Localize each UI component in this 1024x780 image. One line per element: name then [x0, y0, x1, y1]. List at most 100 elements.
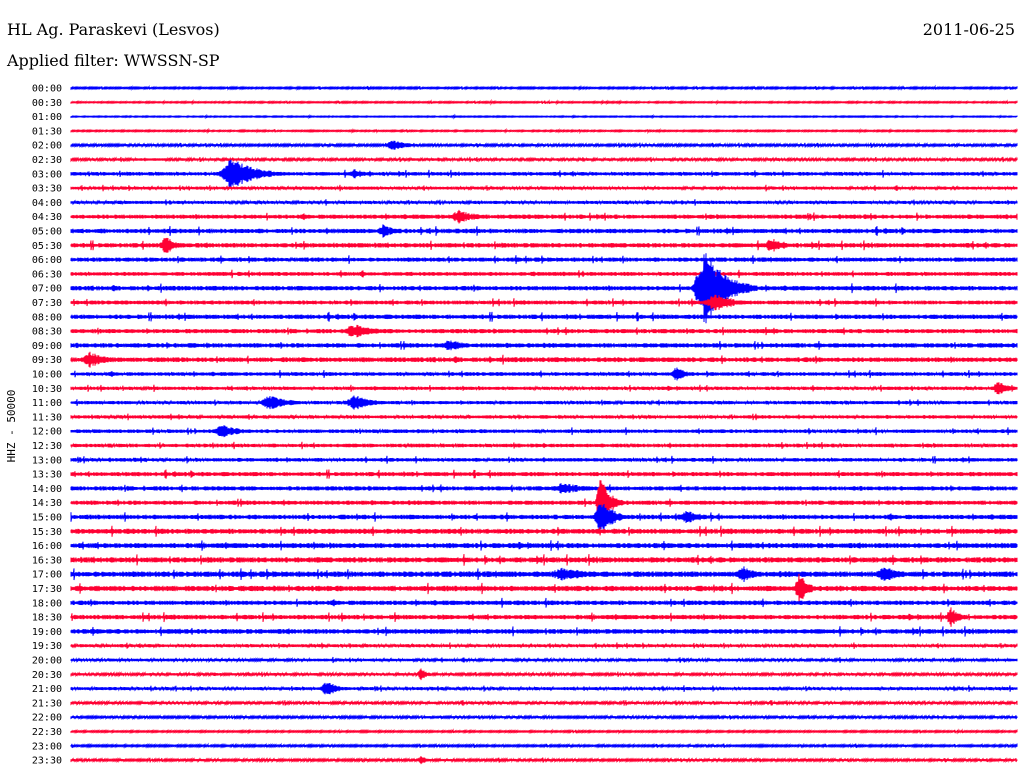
record-date: 2011-06-25	[922, 20, 1015, 39]
trace-row-0500	[70, 224, 1018, 238]
trace-row-0400	[70, 199, 1018, 206]
time-tick-label: 23:30	[32, 756, 62, 767]
time-tick-label: 01:30	[32, 126, 62, 137]
trace-row-1700	[70, 566, 1018, 583]
channel-axis-label: HHZ - 50000	[5, 390, 18, 463]
trace-row-0930	[70, 351, 1018, 368]
trace-row-0230	[70, 156, 1018, 163]
trace-row-1930	[70, 642, 1018, 650]
trace-row-0630	[70, 269, 1018, 279]
trace-row-0200	[70, 140, 1018, 150]
trace-row-1300	[70, 455, 1018, 464]
time-tick-label: 06:30	[32, 269, 62, 280]
time-tick-label: 12:30	[32, 441, 62, 452]
trace-row-0530	[70, 237, 1018, 253]
trace-row-0800	[70, 311, 1018, 322]
trace-row-2300	[70, 742, 1018, 749]
trace-row-0100	[70, 113, 1018, 120]
time-tick-label: 11:30	[32, 412, 62, 423]
time-tick-label: 20:00	[32, 656, 62, 667]
time-tick-label: 15:00	[32, 513, 62, 524]
time-tick-label: 17:30	[32, 584, 62, 595]
trace-row-1500	[70, 503, 1018, 531]
time-tick-label: 13:00	[32, 455, 62, 466]
trace-row-1330	[70, 469, 1018, 479]
time-tick-label: 14:00	[32, 484, 62, 495]
trace-row-0030	[70, 98, 1018, 106]
time-tick-label: 18:30	[32, 613, 62, 624]
time-tick-labels: 00:00 00:30 01:00 01:30 02:00 02:30 03:00 03:30…	[32, 84, 62, 767]
time-tick-label: 09:30	[32, 355, 62, 366]
trace-row-1200	[70, 425, 1018, 438]
time-tick-label: 02:00	[32, 141, 62, 152]
trace-row-0700	[70, 253, 1018, 324]
time-tick-label: 03:00	[32, 169, 62, 180]
trace-row-2130	[70, 699, 1018, 707]
trace-row-1800	[70, 597, 1018, 608]
time-tick-label: 08:30	[32, 327, 62, 338]
time-tick-label: 23:00	[32, 741, 62, 752]
trace-row-2330	[70, 756, 1018, 765]
trace-row-0730	[70, 294, 1018, 311]
time-tick-label: 10:30	[32, 384, 62, 395]
time-tick-label: 20:30	[32, 670, 62, 681]
time-tick-label: 07:00	[32, 284, 62, 295]
time-tick-label: 13:30	[32, 470, 62, 481]
trace-row-1530	[70, 525, 1018, 537]
trace-row-1600	[70, 540, 1018, 551]
trace-row-1430	[70, 480, 1018, 526]
trace-row-2200	[70, 714, 1018, 721]
time-tick-label: 12:00	[32, 427, 62, 438]
time-tick-label: 22:30	[32, 727, 62, 738]
time-tick-label: 04:30	[32, 212, 62, 223]
trace-row-2230	[70, 728, 1018, 735]
time-tick-label: 10:00	[32, 370, 62, 381]
time-tick-label: 14:30	[32, 498, 62, 509]
trace-row-0600	[70, 255, 1018, 265]
time-tick-label: 19:00	[32, 627, 62, 638]
time-tick-label: 16:00	[32, 541, 62, 552]
time-tick-label: 01:00	[32, 112, 62, 123]
time-tick-label: 22:00	[32, 713, 62, 724]
trace-row-2100	[70, 682, 1018, 695]
trace-row-1900	[70, 626, 1018, 637]
time-tick-label: 09:00	[32, 341, 62, 352]
station-title: HL Ag. Paraskevi (Lesvos)	[7, 20, 220, 39]
time-tick-label: 18:00	[32, 598, 62, 609]
trace-row-1830	[70, 607, 1018, 627]
time-tick-label: 07:30	[32, 298, 62, 309]
trace-row-0430	[70, 209, 1018, 224]
time-tick-label: 02:30	[32, 155, 62, 166]
time-tick-label: 04:00	[32, 198, 62, 209]
time-tick-label: 19:30	[32, 641, 62, 652]
trace-row-0330	[70, 184, 1018, 192]
trace-row-1000	[70, 367, 1018, 381]
time-tick-label: 15:30	[32, 527, 62, 538]
time-tick-label: 16:30	[32, 555, 62, 566]
trace-row-1630	[70, 554, 1018, 566]
time-tick-label: 05:30	[32, 241, 62, 252]
trace-row-1100	[70, 395, 1018, 410]
trace-row-1230	[70, 441, 1018, 450]
trace-row-0000	[70, 84, 1018, 91]
trace-row-2000	[70, 656, 1018, 664]
trace-row-1030	[70, 382, 1018, 395]
trace-row-0130	[70, 127, 1018, 135]
time-tick-label: 17:00	[32, 570, 62, 581]
time-tick-label: 21:30	[32, 698, 62, 709]
time-tick-label: 03:30	[32, 184, 62, 195]
time-tick-label: 00:30	[32, 98, 62, 109]
time-tick-label: 05:00	[32, 227, 62, 238]
trace-row-1730	[70, 573, 1018, 604]
time-tick-label: 11:00	[32, 398, 62, 409]
trace-row-0300	[70, 159, 1018, 188]
trace-row-1130	[70, 413, 1018, 421]
seismogram-traces	[70, 84, 1018, 765]
trace-row-0830	[70, 324, 1018, 338]
time-tick-label: 08:00	[32, 312, 62, 323]
time-tick-label: 21:00	[32, 684, 62, 695]
time-tick-label: 06:00	[32, 255, 62, 266]
trace-row-2030	[70, 668, 1018, 681]
time-tick-label: 00:00	[32, 84, 62, 95]
